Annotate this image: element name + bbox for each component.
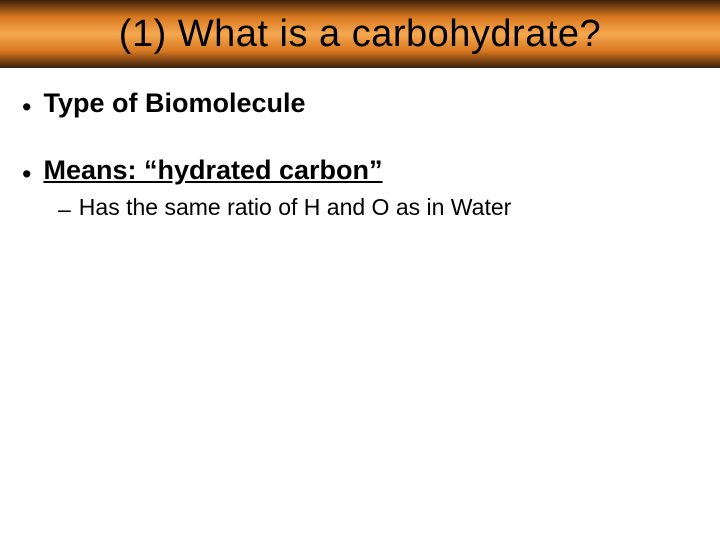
bullet-marker: •: [22, 88, 31, 121]
bullet-text: Type of Biomolecule: [43, 88, 305, 119]
title-bar: (1) What is a carbohydrate?: [0, 0, 720, 68]
sub-bullet-marker: –: [58, 194, 71, 221]
bullet-item: • Type of Biomolecule: [22, 88, 698, 121]
bullet-text: Means: “hydrated carbon”: [43, 155, 382, 186]
sub-bullet-item: – Has the same ratio of H and O as in Wa…: [58, 194, 698, 221]
bullet-marker: •: [22, 155, 31, 188]
sub-bullet-text: Has the same ratio of H and O as in Wate…: [79, 194, 512, 221]
bullet-item: • Means: “hydrated carbon”: [22, 155, 698, 188]
slide-body: • Type of Biomolecule • Means: “hydrated…: [0, 68, 720, 221]
slide-title: (1) What is a carbohydrate?: [119, 13, 601, 56]
